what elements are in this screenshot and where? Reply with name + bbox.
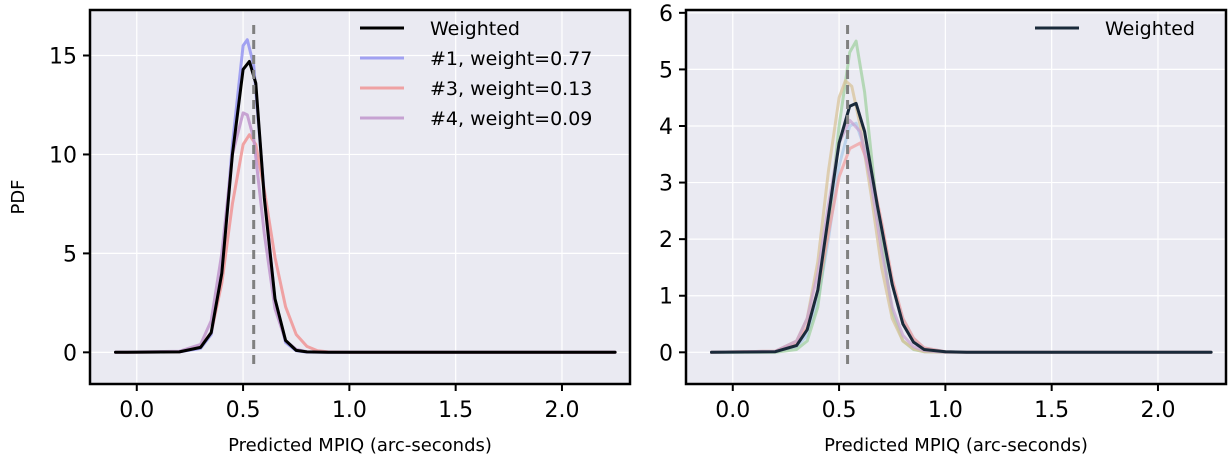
x-tick-label: 0.5 xyxy=(226,398,261,423)
axes-frame xyxy=(684,8,1228,386)
y-tick-label: 2 xyxy=(659,228,673,253)
y-tick-label: 5 xyxy=(659,58,673,83)
y-tick-label: 1 xyxy=(659,285,673,310)
y-tick-label: 4 xyxy=(659,115,673,140)
x-tick-label: 0.0 xyxy=(119,398,154,423)
chart-panel-2: 0.0 0.5 1.0 1.5 2.0 0 1 2 3 4 5 6 Predicted MPIQ (ar… xyxy=(659,2,1228,456)
x-tick-label: 1.0 xyxy=(928,398,963,423)
x-axis-label: Predicted MPIQ (arc-seconds) xyxy=(824,435,1088,456)
legend-label: #1, weight=0.77 xyxy=(430,48,592,70)
legend-label: #3, weight=0.13 xyxy=(430,78,592,100)
x-tick-label: 1.5 xyxy=(438,398,473,423)
y-tick-label: 0 xyxy=(63,341,77,366)
x-tick-label: 1.0 xyxy=(332,398,367,423)
y-tick-label: 5 xyxy=(63,242,77,267)
y-tick-label: 15 xyxy=(49,45,77,70)
x-tick-label: 1.5 xyxy=(1034,398,1069,423)
series-group xyxy=(114,38,617,354)
x-tick-label: 2.0 xyxy=(1140,398,1175,423)
legend: Weighted #1, weight=0.77 #3, weight=0.13 #4… xyxy=(360,18,592,130)
x-axis-label: Predicted MPIQ (arc-seconds) xyxy=(228,435,492,456)
series-line-weighted xyxy=(710,101,1213,354)
series-line-weighted xyxy=(114,59,617,354)
y-axis-label: PDF xyxy=(8,179,29,214)
x-tick-label: 2.0 xyxy=(544,398,579,423)
legend: Weighted xyxy=(1035,18,1195,40)
axes-frame xyxy=(88,8,632,386)
series-line-component-5 xyxy=(710,118,1213,354)
x-tick-label: 0.5 xyxy=(822,398,857,423)
y-tick-label: 10 xyxy=(49,143,77,168)
legend-label: #4, weight=0.09 xyxy=(430,108,592,130)
plot-area xyxy=(90,10,630,384)
legend-label: Weighted xyxy=(1105,18,1195,40)
plot-area xyxy=(686,10,1226,384)
x-tick-label: 0.0 xyxy=(715,398,750,423)
legend-label: Weighted xyxy=(430,18,520,40)
chart-panel-1: 0.0 0.5 1.0 1.5 2.0 0 5 10 15 Predicted MPIQ (arc… xyxy=(8,8,632,456)
y-tick-label: 0 xyxy=(659,341,673,366)
y-tick-label: 6 xyxy=(659,2,673,27)
y-tick-label: 3 xyxy=(659,172,673,197)
series-group xyxy=(710,39,1213,354)
